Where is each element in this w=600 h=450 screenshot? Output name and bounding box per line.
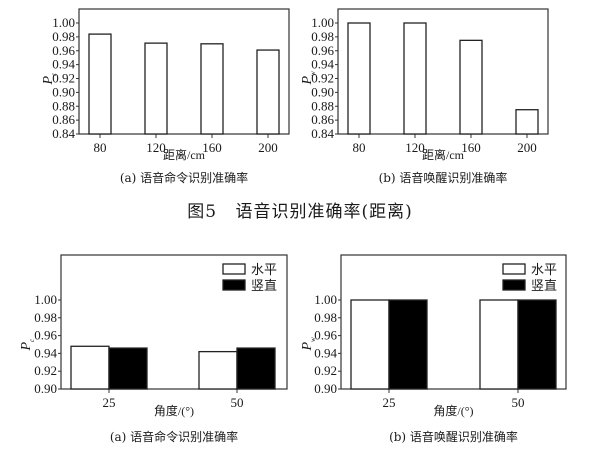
chart-plot: 0.840.860.880.900.920.940.960.981.00Pw80… <box>300 8 549 162</box>
legend-label: 竖直 <box>251 278 277 293</box>
bar <box>347 22 371 135</box>
plot-frame <box>340 254 567 390</box>
y-tick-label: 0.98 <box>314 310 337 325</box>
y-tick-label: 0.88 <box>52 98 75 113</box>
bar <box>256 49 280 135</box>
y-tick-label: 1.00 <box>314 292 337 307</box>
x-axis-label: 距离/cm <box>163 147 206 162</box>
x-axis-label: 距离/cm <box>422 147 465 162</box>
y-tick-label: 0.86 <box>52 112 75 127</box>
bar <box>88 33 112 135</box>
chart-caption: (b) 语音唤醒识别准确率 <box>378 171 508 185</box>
bar-vertical <box>108 347 148 390</box>
chart-plot: 0.840.860.880.900.920.940.960.981.00Pc80… <box>41 8 290 162</box>
x-tick-label: 25 <box>103 395 116 410</box>
y-tick-label: 0.86 <box>311 112 334 127</box>
y-tick-label: 0.84 <box>311 126 334 141</box>
y-axis-label: Pw <box>300 337 317 352</box>
chart-caption: (a) 语音命令识别准确率 <box>109 430 239 444</box>
x-tick-label: 120 <box>146 140 166 155</box>
y-tick-label: 0.84 <box>52 126 75 141</box>
x-tick-label: 80 <box>353 140 366 155</box>
chart-caption: (a) 语音命令识别准确率 <box>119 171 249 185</box>
bar-horizontal <box>70 345 110 390</box>
figure-title: 图5 语音识别准确率(距离) <box>0 197 600 222</box>
y-tick-label: 0.94 <box>314 345 337 360</box>
bar-vertical <box>236 347 276 390</box>
legend-label: 竖直 <box>531 278 557 293</box>
figure-number: 图5 <box>187 202 218 222</box>
y-tick-label: 0.96 <box>311 43 334 58</box>
bar-horizontal <box>479 299 519 390</box>
legend-label: 水平 <box>251 262 277 277</box>
x-tick-label: 160 <box>461 140 481 155</box>
y-tick-label: 0.90 <box>52 84 75 99</box>
bar-vertical <box>388 299 428 390</box>
x-tick-label: 120 <box>405 140 425 155</box>
y-tick-label: 0.92 <box>311 71 334 86</box>
legend-swatch <box>222 279 246 291</box>
y-tick-label: 0.98 <box>52 29 75 44</box>
legend-label: 水平 <box>531 262 557 277</box>
bar-horizontal <box>350 299 390 390</box>
x-tick-label: 50 <box>231 395 244 410</box>
bar <box>515 109 539 135</box>
x-tick-label: 25 <box>383 395 396 410</box>
y-tick-label: 1.00 <box>34 292 57 307</box>
y-tick-label: 1.00 <box>52 15 75 30</box>
x-tick-label: 200 <box>517 140 537 155</box>
y-tick-label: 0.92 <box>52 71 75 86</box>
bar <box>459 39 483 135</box>
legend-swatch <box>502 263 526 275</box>
bar <box>200 43 224 135</box>
x-tick-label: 160 <box>202 140 222 155</box>
chart-angle-command-accuracy: 0.90 0.92 0.94 0.96 0.98 1.00 Pc 25 50 角度/(°) 水平 竖直… <box>19 254 288 444</box>
y-tick-label: 0.96 <box>314 328 337 343</box>
y-tick-label: 0.90 <box>314 381 337 396</box>
bar-vertical <box>517 299 557 390</box>
figure-caption-text: 语音识别准确率(距离) <box>235 202 413 222</box>
x-axis-label: 角度/(°) <box>154 403 194 418</box>
chart-distance-command-accuracy: 0.84 0.86 0.88 0.90 0.92 0.94 0.96 0.98 1.00 Pc 80… <box>0 0 300 190</box>
plot-area: 0.840.860.880.900.920.940.960.981.00Pc80… <box>41 8 290 162</box>
y-tick-label: 0.88 <box>311 98 334 113</box>
x-axis-label: 角度/(°) <box>433 403 473 418</box>
x-tick-label: 50 <box>512 395 525 410</box>
legend-swatch <box>222 263 246 275</box>
bar <box>144 42 168 135</box>
chart-caption: (b) 语音唤醒识别准确率 <box>389 430 518 444</box>
plot-frame <box>337 8 549 135</box>
y-tick-label: 0.96 <box>34 328 57 343</box>
chart-distance-wakeup-accuracy: 0.84 0.86 0.88 0.90 0.92 0.94 0.96 0.98 1.00 Pw 80… <box>0 0 600 190</box>
bar <box>403 22 427 135</box>
y-tick-label: 0.90 <box>34 381 57 396</box>
y-tick-label: 0.94 <box>52 57 75 72</box>
x-tick-label: 200 <box>258 140 278 155</box>
y-tick-label: 0.94 <box>311 57 334 72</box>
y-tick-label: 0.98 <box>311 29 334 44</box>
y-tick-label: 0.98 <box>34 310 57 325</box>
y-tick-label: 0.96 <box>52 43 75 58</box>
legend-swatch <box>502 279 526 291</box>
y-tick-label: 1.00 <box>311 15 334 30</box>
y-tick-label: 0.90 <box>311 84 334 99</box>
y-tick-label: 0.92 <box>34 363 57 378</box>
y-tick-label: 0.92 <box>314 363 337 378</box>
x-tick-label: 80 <box>94 140 107 155</box>
plot-frame <box>78 8 290 135</box>
plot-frame <box>60 254 288 390</box>
y-tick-label: 0.94 <box>34 345 57 360</box>
plot-area: 0.840.860.880.900.920.940.960.981.00Pw80… <box>300 8 549 162</box>
